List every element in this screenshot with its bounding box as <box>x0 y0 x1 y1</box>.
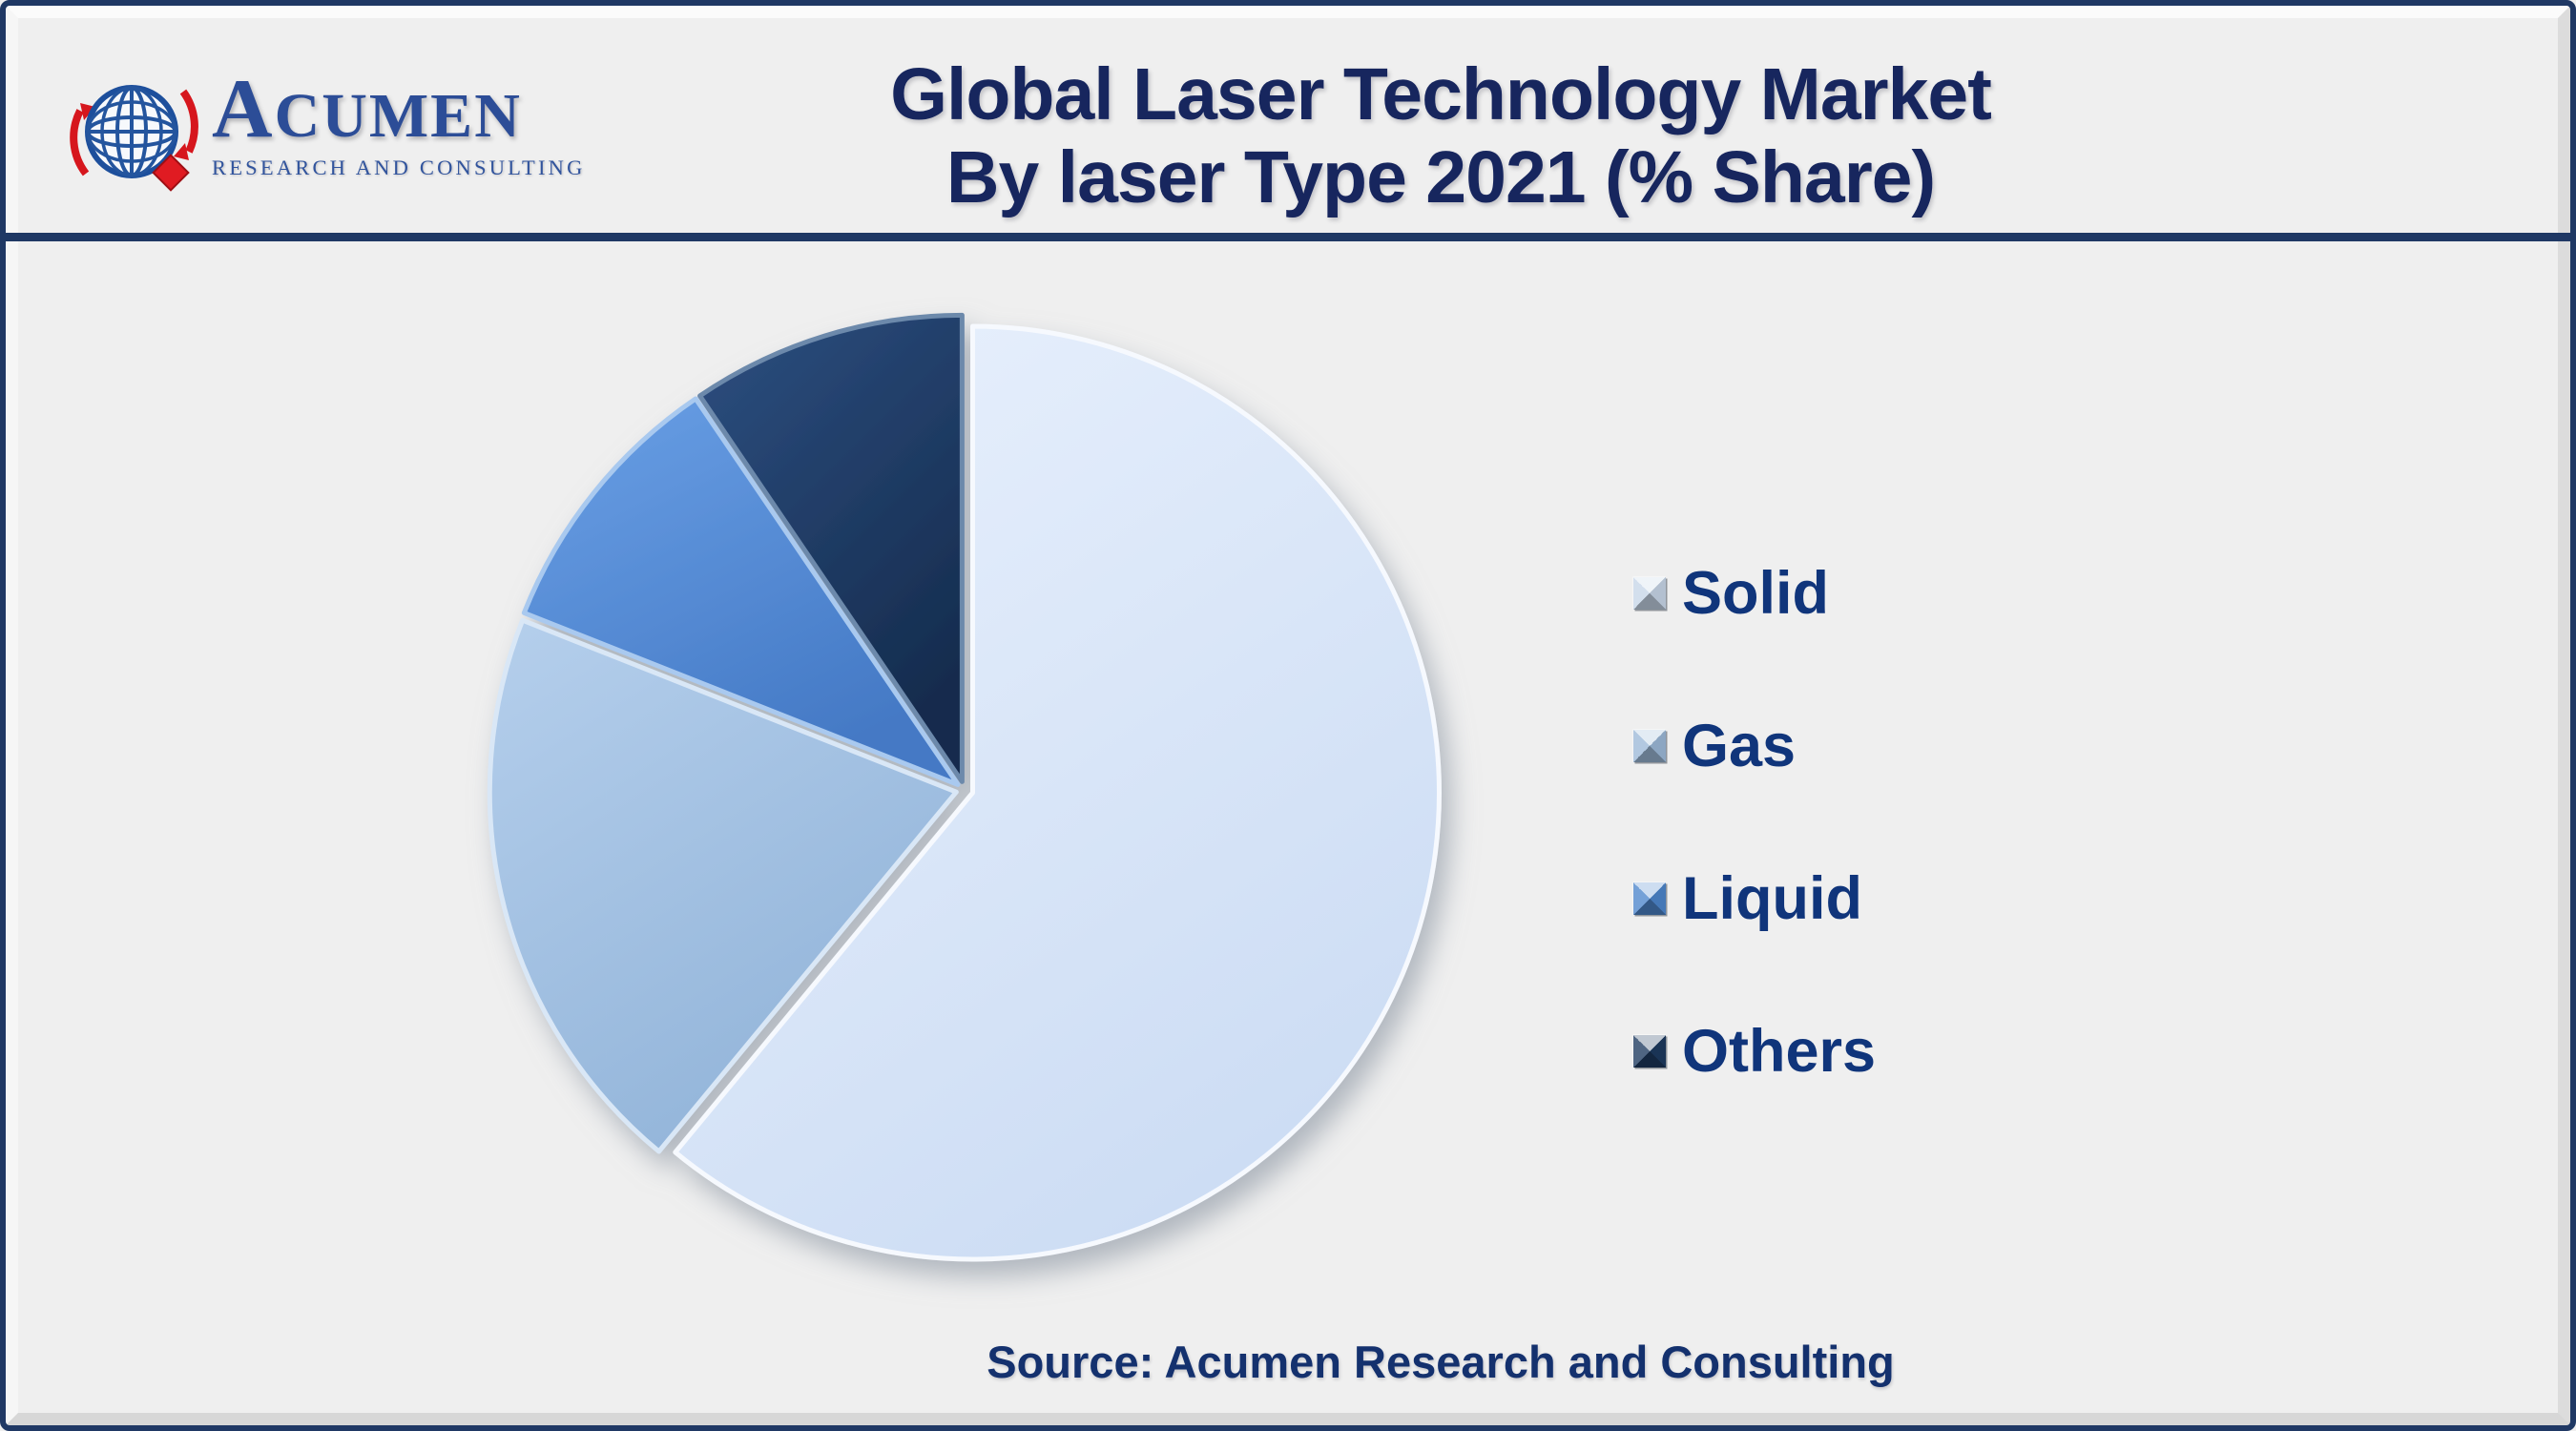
pie-slice-liquid <box>521 396 961 787</box>
chart-title-line2: By laser Type 2021 (% Share) <box>945 136 1936 218</box>
legend-label-liquid: Liquid <box>1682 865 1862 932</box>
legend-swatch-solid <box>1633 577 1666 610</box>
logo-tagline: RESEARCH AND CONSULTING <box>212 156 586 179</box>
header-divider <box>0 233 2576 241</box>
legend-item-others: Others <box>1633 1017 1876 1086</box>
globe-icon <box>70 85 198 192</box>
legend-label-solid: Solid <box>1682 560 1829 627</box>
chart-title: Global Laser Technology Market By laser … <box>305 53 2576 219</box>
legend-item-solid: Solid <box>1633 559 1876 628</box>
chart-title-line1: Global Laser Technology Market <box>890 53 1992 135</box>
logo-text: ACUMEN RESEARCH AND CONSULTING <box>212 73 586 180</box>
pie-slice-solid <box>673 323 1442 1262</box>
pie-slice-others <box>697 312 965 784</box>
legend-item-liquid: Liquid <box>1633 864 1876 933</box>
logo-name: ACUMEN <box>212 63 522 156</box>
legend-label-gas: Gas <box>1682 713 1797 779</box>
legend: Solid Gas Liquid Others <box>1633 559 1876 1086</box>
legend-label-others: Others <box>1682 1018 1877 1085</box>
legend-item-gas: Gas <box>1633 712 1876 780</box>
source-note: Source: Acumen Research and Consulting <box>987 1337 1895 1387</box>
logo: ACUMEN RESEARCH AND CONSULTING <box>63 61 586 204</box>
legend-swatch-gas <box>1633 730 1666 762</box>
pie-slice-gas <box>487 617 959 1154</box>
legend-swatch-liquid <box>1633 882 1666 915</box>
legend-swatch-others <box>1633 1035 1666 1068</box>
